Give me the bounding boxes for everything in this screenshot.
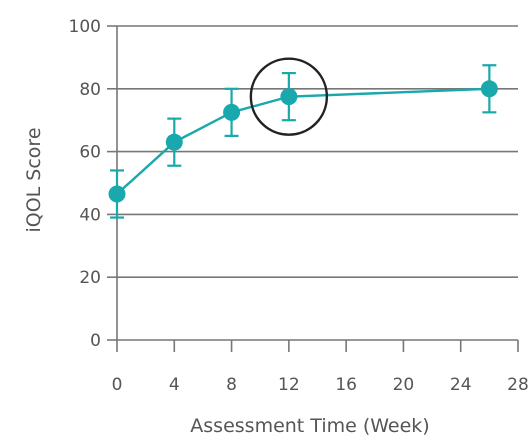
- y-tick-label-20: 20: [79, 268, 101, 288]
- y-axis-title: iQOL Score: [23, 127, 45, 232]
- x-tick-label-24: 24: [450, 375, 472, 395]
- data-point-3: [280, 88, 298, 106]
- data-point-1: [165, 133, 183, 151]
- data-point-4: [480, 80, 498, 98]
- y-tick-label-0: 0: [90, 331, 101, 351]
- y-tick-label-40: 40: [79, 205, 101, 225]
- grid-lines: [117, 25, 518, 279]
- x-tick-label-20: 20: [393, 375, 415, 395]
- y-tick-label-60: 60: [79, 143, 101, 163]
- x-axis-title: Assessment Time (Week): [190, 415, 429, 437]
- x-tick-label-4: 4: [169, 375, 180, 395]
- x-tick-label-28: 28: [507, 375, 529, 395]
- y-axis-ticks: 0 20 40 60 80 100: [69, 17, 117, 351]
- y-tick-label-100: 100: [69, 17, 101, 37]
- annotations: [249, 57, 329, 136]
- series: [108, 64, 498, 219]
- x-tick-label-0: 0: [112, 375, 123, 395]
- highlight-circle-0: [249, 57, 329, 136]
- x-axis-ticks: 0 4 8 12 16 20 24 28: [112, 340, 529, 395]
- x-tick-label-16: 16: [335, 375, 357, 395]
- data-point-0: [108, 185, 126, 203]
- data-point-2: [223, 103, 241, 121]
- y-tick-label-80: 80: [79, 80, 101, 100]
- x-tick-label-8: 8: [226, 375, 237, 395]
- x-tick-label-12: 12: [278, 375, 300, 395]
